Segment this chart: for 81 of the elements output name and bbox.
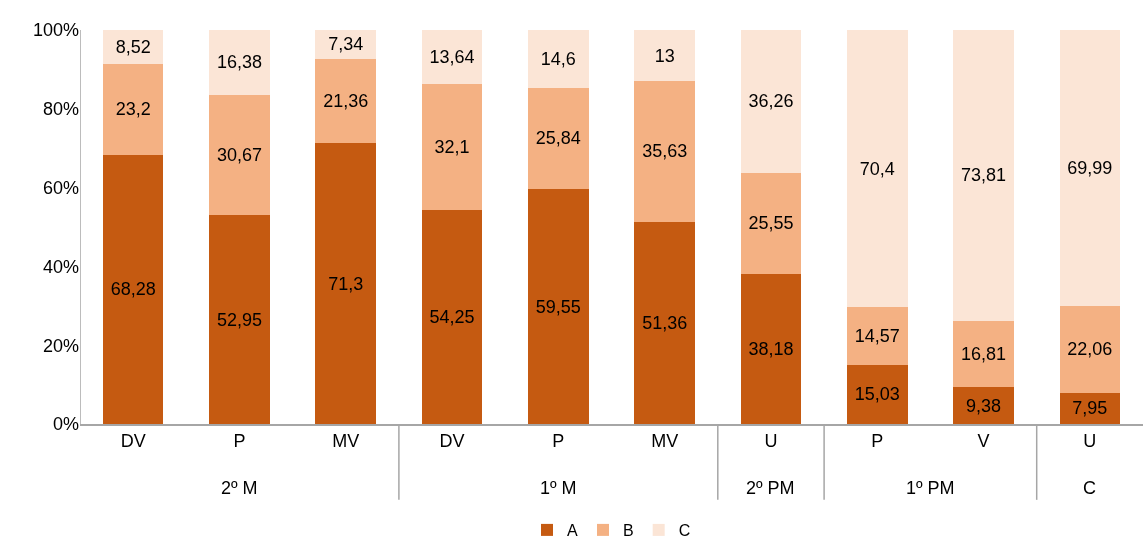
bar bbox=[209, 30, 270, 95]
data-label: 73,81 bbox=[961, 165, 1007, 186]
legend-label: C bbox=[678, 522, 691, 540]
text: 2º PM bbox=[746, 478, 795, 498]
data-label: 21,36 bbox=[323, 91, 369, 111]
bar bbox=[528, 30, 589, 88]
bar bbox=[421, 30, 483, 84]
bar bbox=[102, 154, 164, 424]
data-label: 51,36 bbox=[642, 312, 688, 333]
data-label: 14,57 bbox=[854, 326, 900, 347]
data-label: 25,55 bbox=[748, 213, 794, 234]
x-tick-label: P bbox=[233, 431, 246, 452]
text: 2º M bbox=[221, 478, 258, 498]
x-tick-label: DV bbox=[439, 431, 465, 452]
data-label: 23,2 bbox=[115, 99, 151, 120]
data-label: 32,1 bbox=[434, 137, 470, 158]
data-label: 13 bbox=[654, 45, 675, 66]
x-tick-label: DV bbox=[120, 431, 146, 452]
data-label: 30,67 bbox=[216, 144, 262, 165]
y-tick-label: 0% bbox=[52, 414, 79, 435]
text: C bbox=[1083, 478, 1096, 498]
bar bbox=[846, 30, 908, 308]
bar bbox=[209, 94, 270, 216]
legend-label: A bbox=[567, 522, 578, 540]
data-label: 22,06 bbox=[1067, 339, 1113, 360]
text: 1º PM bbox=[906, 478, 955, 498]
x-tick-label: P bbox=[552, 431, 565, 452]
y-tick-label: 80% bbox=[42, 99, 79, 120]
bar bbox=[421, 210, 483, 424]
bar bbox=[634, 81, 695, 222]
x-tick-label: U bbox=[1083, 431, 1097, 452]
bar bbox=[634, 30, 695, 82]
bar bbox=[528, 87, 589, 190]
data-label: 16,81 bbox=[961, 343, 1007, 364]
data-label: 71,3 bbox=[328, 273, 364, 294]
legend-label: B bbox=[623, 522, 634, 540]
data-label: 35,63 bbox=[642, 141, 688, 162]
bar bbox=[315, 143, 377, 424]
bar bbox=[740, 273, 802, 424]
bar bbox=[634, 221, 695, 424]
bar bbox=[315, 58, 377, 144]
bar bbox=[315, 30, 377, 59]
bar bbox=[953, 320, 1014, 388]
x-tick-label: MV bbox=[332, 431, 360, 452]
bar bbox=[1059, 30, 1121, 306]
data-label: 38,18 bbox=[748, 338, 794, 359]
y-tick-label: 100% bbox=[32, 20, 79, 41]
bar bbox=[846, 307, 908, 365]
y-tick-label: 40% bbox=[42, 256, 79, 277]
data-label: 54,25 bbox=[429, 307, 475, 328]
bar bbox=[846, 364, 908, 424]
x-tick-label: V bbox=[977, 431, 990, 452]
data-label: 52,95 bbox=[216, 309, 262, 330]
data-label: 14,6 bbox=[540, 48, 576, 69]
bar bbox=[102, 63, 164, 155]
y-tick-label: 60% bbox=[42, 177, 79, 198]
data-label: 13,64 bbox=[429, 46, 475, 67]
data-label: 69,99 bbox=[1067, 157, 1113, 178]
x-tick-label: U bbox=[764, 431, 778, 452]
data-label: 7,34 bbox=[328, 34, 364, 55]
data-label: 36,26 bbox=[748, 91, 794, 112]
bar bbox=[209, 215, 270, 424]
data-label: 7,95 bbox=[1072, 398, 1108, 419]
bar bbox=[1059, 305, 1121, 393]
data-label: 70,4 bbox=[859, 158, 895, 179]
bar bbox=[953, 30, 1014, 321]
data-label: 8,52 bbox=[115, 36, 151, 57]
x-tick-label: MV bbox=[651, 431, 679, 452]
y-tick-label: 20% bbox=[42, 335, 79, 356]
data-label: 16,38 bbox=[216, 52, 262, 73]
data-label: 9,38 bbox=[966, 395, 1002, 416]
data-label: 59,55 bbox=[535, 296, 581, 317]
bar bbox=[740, 30, 802, 173]
bar bbox=[528, 189, 589, 424]
data-label: 25,84 bbox=[535, 128, 581, 149]
data-label: 68,28 bbox=[110, 279, 156, 300]
bar bbox=[740, 172, 802, 274]
bar bbox=[421, 83, 483, 211]
x-tick-label: P bbox=[871, 431, 884, 452]
data-label: 15,03 bbox=[854, 384, 900, 405]
text: 1º M bbox=[540, 478, 577, 498]
